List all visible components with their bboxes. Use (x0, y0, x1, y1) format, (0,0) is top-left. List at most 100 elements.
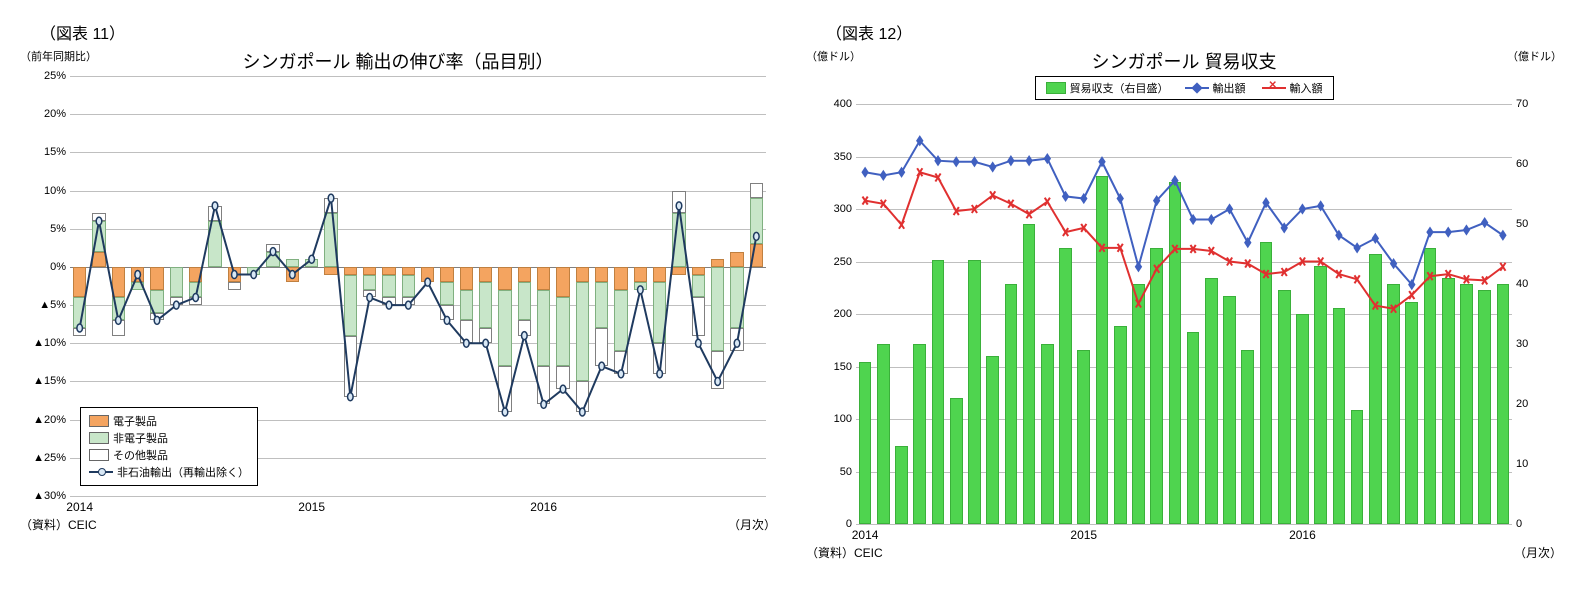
chart-1-bar-segment (653, 282, 667, 343)
chart-1-bar-segment (692, 297, 706, 335)
chart-1-bar-segment (498, 290, 512, 366)
chart-1-bar-segment (711, 267, 725, 351)
chart-2-bar (1059, 248, 1072, 524)
chart-1-bar-segment (518, 282, 532, 320)
chart-1-bar-segment (460, 267, 474, 290)
charts-container: （図表 11） （前年同期比） シンガポール 輸出の伸び率（品目別） 電子製品非… (20, 20, 1562, 561)
chart-2-x-tick: 2016 (1289, 524, 1316, 542)
chart-1-bar-segment (363, 275, 377, 290)
chart-1-bar-segment (440, 267, 454, 282)
chart-2-y-tick-right: 20 (1512, 398, 1528, 410)
chart-1-bar-segment (692, 267, 706, 275)
chart-1-panel: （図表 11） （前年同期比） シンガポール 輸出の伸び率（品目別） 電子製品非… (20, 20, 776, 561)
chart-2-figure-label: （図表 12） (826, 20, 1562, 44)
chart-2-plot-area: 4003503002502001501005007060504030201002… (856, 104, 1512, 524)
chart-1-bar-segment (653, 267, 667, 282)
chart-1-bar-segment (286, 259, 300, 267)
chart-2-y-tick-right: 30 (1512, 338, 1528, 350)
chart-1-bar-segment (92, 252, 106, 267)
chart-1-bar-segment (595, 267, 609, 282)
chart-1-y-tick: ▲20% (33, 414, 70, 426)
chart-2-bar (1132, 284, 1145, 524)
chart-2-y-tick-right: 70 (1512, 98, 1528, 110)
chart-1-y-tick: 0% (50, 261, 70, 273)
chart-1-bar-segment (286, 267, 300, 282)
chart-1-bar-segment (150, 290, 164, 313)
chart-1-bar-segment (170, 267, 184, 298)
chart-1-bar-segment (440, 305, 454, 320)
chart-1-x-axis-label: （月次） (728, 516, 776, 533)
chart-1-title: シンガポール 輸出の伸び率（品目別） (20, 48, 776, 74)
chart-2-bar (913, 344, 926, 524)
chart-1-bar-segment (247, 267, 261, 275)
chart-1-bar-segment (228, 267, 242, 282)
chart-2-bar (1387, 284, 1400, 524)
chart-2-legend-item: ✕輸入額 (1262, 80, 1323, 96)
chart-1-bar-segment (750, 183, 764, 198)
chart-2-legend-item: 輸出額 (1185, 80, 1246, 96)
chart-2-legend: 貿易収支（右目盛）輸出額✕輸入額 (1035, 76, 1334, 100)
chart-1-bar-segment (92, 213, 106, 221)
chart-1-bar-segment (382, 297, 396, 305)
chart-2-panel: （図表 12） （億ドル） シンガポール 貿易収支 （億ドル） 貿易収支（右目盛… (806, 20, 1562, 561)
chart-1-bar-segment (556, 267, 570, 298)
chart-2-bar (859, 362, 872, 524)
chart-1-bar-segment (363, 267, 377, 275)
chart-1-bar-segment (344, 336, 358, 397)
chart-2-bar (1077, 350, 1090, 524)
chart-1-y-tick: ▲30% (33, 490, 70, 502)
chart-1-y-axis-label: （前年同期比） (20, 48, 97, 64)
chart-1-bar-segment (344, 275, 358, 336)
chart-2-bar (1096, 176, 1109, 524)
chart-1-bar-segment (112, 297, 126, 320)
chart-1-bar-segment (730, 267, 744, 328)
chart-1-bar-segment (382, 275, 396, 298)
chart-1-legend-item: その他製品 (89, 447, 249, 463)
chart-1-bar-segment (634, 282, 648, 290)
chart-1-bar-segment (711, 259, 725, 267)
chart-1-bar-segment (305, 259, 319, 267)
chart-1-bar-segment (634, 267, 648, 282)
chart-1-bar-segment (479, 282, 493, 328)
chart-1-bar-segment (479, 328, 493, 343)
chart-2-bar (1187, 332, 1200, 524)
chart-1-bar-segment (750, 198, 764, 244)
chart-2-bar (1369, 254, 1382, 524)
chart-1-bar-segment (266, 244, 280, 252)
chart-2-bar (1169, 182, 1182, 524)
chart-2-bar (1223, 296, 1236, 524)
chart-2-bar (950, 398, 963, 524)
chart-2-bar (1478, 290, 1491, 524)
chart-1-bar-segment (324, 267, 338, 275)
chart-1-legend-item: 非石油輸出（再輸出除く） (89, 464, 249, 480)
chart-2-bar (1005, 284, 1018, 524)
chart-2-bar (1114, 326, 1127, 524)
chart-1-bar-segment (556, 297, 570, 366)
chart-2-y-tick-right: 60 (1512, 158, 1528, 170)
chart-1-bar-segment (460, 320, 474, 343)
chart-1-bar-segment (208, 221, 222, 267)
chart-1-x-tick: 2014 (66, 496, 93, 514)
chart-2-bar (968, 260, 981, 524)
chart-1-bar-segment (518, 320, 532, 335)
chart-1-bar-segment (150, 267, 164, 290)
chart-1-bar-segment (576, 381, 590, 412)
chart-2-y-tick-right: 40 (1512, 278, 1528, 290)
chart-1-bar-segment (73, 328, 87, 336)
chart-1-bar-segment (421, 267, 435, 282)
chart-2-y-tick-right: 0 (1512, 518, 1522, 530)
chart-1-bar-segment (537, 366, 551, 404)
chart-1-bar-segment (595, 282, 609, 328)
chart-1-plot-area: 電子製品非電子製品その他製品非石油輸出（再輸出除く） 25%20%15%10%5… (70, 76, 766, 496)
chart-2-x-axis-label: （月次） (1514, 544, 1562, 561)
chart-1-bar-segment (189, 267, 203, 282)
chart-2-bar (877, 344, 890, 524)
chart-2-bar (1460, 284, 1473, 524)
chart-1-x-tick: 2015 (298, 496, 325, 514)
chart-2-bar (1023, 224, 1036, 524)
chart-1-bar-segment (692, 275, 706, 298)
chart-1-bar-segment (92, 221, 106, 252)
chart-1-legend-item: 非電子製品 (89, 430, 249, 446)
chart-2-bar (1241, 350, 1254, 524)
chart-2-x-tick: 2014 (852, 524, 879, 542)
